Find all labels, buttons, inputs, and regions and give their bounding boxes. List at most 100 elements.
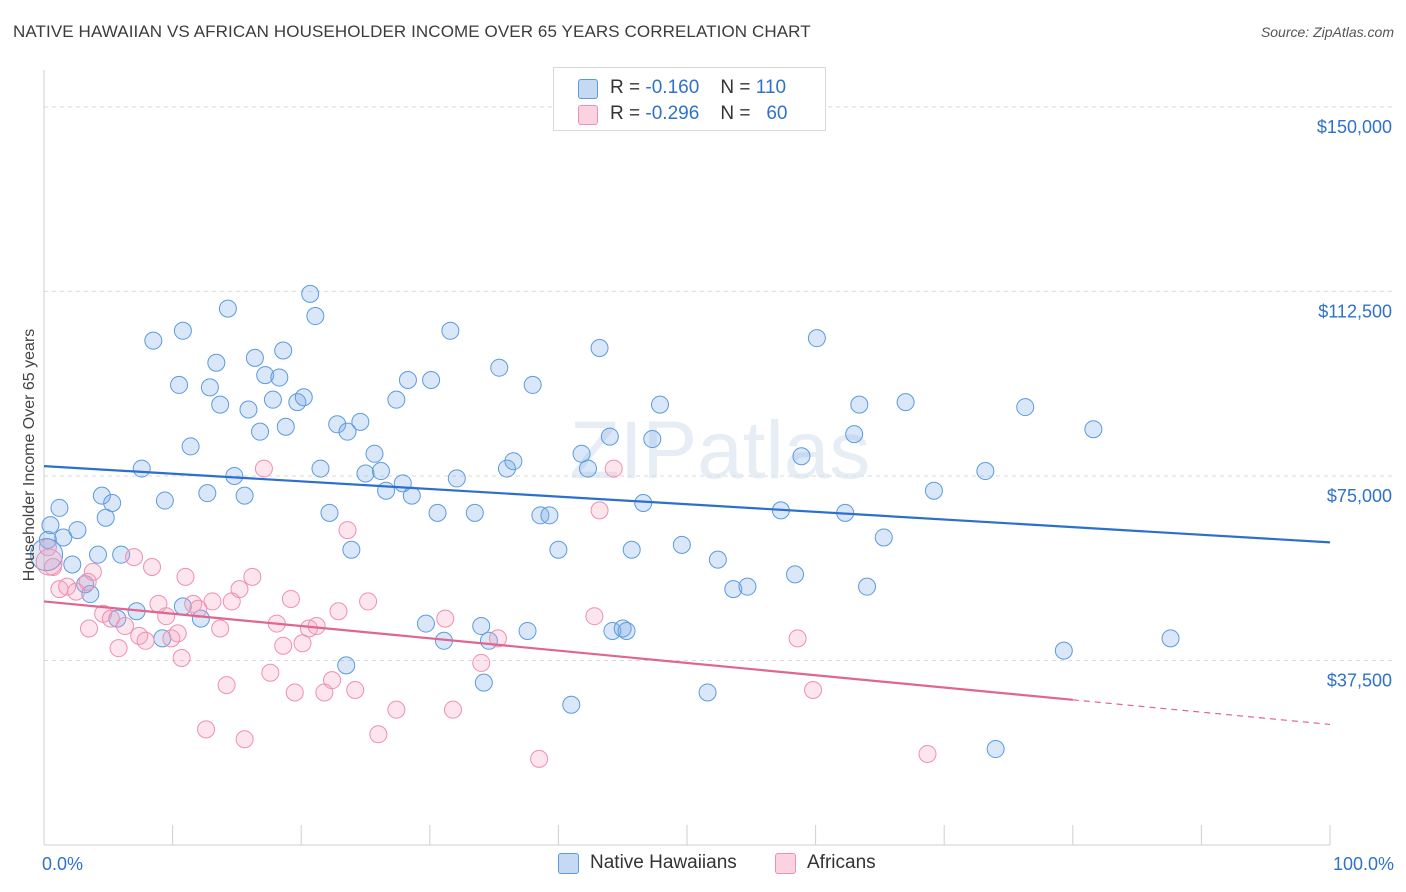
african-point [80, 619, 99, 638]
bottom-legend-label: Africans [807, 852, 876, 873]
african-point [197, 720, 216, 739]
native-hawaiian-point [68, 521, 87, 540]
african-point [143, 557, 162, 576]
native-hawaiian-point [497, 459, 516, 478]
native-hawaiian-point [251, 422, 270, 441]
x-tick-label-min: 0.0% [42, 854, 83, 874]
native-hawaiian-point [245, 348, 264, 367]
native-hawaiian-point [54, 528, 73, 547]
african-point [230, 580, 249, 599]
native-hawaiian-point [874, 528, 893, 547]
legend-n-value: 110 [755, 77, 787, 98]
native-hawaiian-point [549, 540, 568, 559]
native-hawaiian-point [600, 427, 619, 446]
watermark: ZIPatlas [570, 405, 871, 496]
african-point [116, 617, 135, 636]
native-hawaiian-point [643, 430, 662, 449]
native-hawaiian-point [103, 494, 122, 513]
correlation-legend: R = -0.160 N = 110 R = -0.296 N = 60 [553, 67, 826, 131]
african-trendline-extension [1072, 699, 1331, 726]
native-hawaiian-point [270, 368, 289, 387]
native-hawaiian-point [371, 462, 390, 481]
african-point [58, 577, 77, 596]
african-point [184, 594, 203, 613]
native-hawaiian-point [338, 422, 357, 441]
native-hawaiian-point [562, 695, 581, 714]
native-hawaiian-point [540, 506, 559, 525]
native-hawaiian-point [1161, 629, 1180, 648]
native-hawaiian-point [365, 444, 384, 463]
legend-r-label: R = [610, 77, 641, 98]
african-point [369, 725, 388, 744]
african-point [203, 592, 222, 611]
native-hawaiian-point [531, 506, 550, 525]
native-hawaiian-point [342, 540, 361, 559]
legend-r-value: -0.296 [645, 103, 700, 124]
native-hawaiian-point [63, 555, 82, 574]
native-hawaiian-point [622, 540, 641, 559]
legend-n-value: 60 [766, 103, 788, 124]
native-hawaiian-point [274, 341, 293, 360]
native-hawaiian-point [173, 321, 192, 340]
african-point [590, 501, 609, 520]
african-point [243, 567, 262, 586]
native-hawaiian-point [387, 390, 406, 409]
native-hawaiian-point [1084, 420, 1103, 439]
native-hawaiian-point [1016, 398, 1035, 417]
african-point [176, 567, 195, 586]
legend-n-label: N = [720, 103, 751, 124]
native-hawaiian-point [211, 395, 230, 414]
african-point [918, 744, 937, 763]
native-hawaiian-point [402, 486, 421, 505]
native-hawaiian-point [132, 459, 151, 478]
native-hawaiian-point [924, 481, 943, 500]
native-hawaiian-point [738, 577, 757, 596]
african-point [261, 663, 280, 682]
native-hawaiian-point [328, 415, 347, 434]
african-point [804, 681, 823, 699]
legend-n-label: N = [720, 77, 751, 98]
native-hawaiian-point [986, 740, 1005, 759]
african-point [443, 700, 462, 719]
native-hawaiian-point [724, 580, 743, 599]
bottom-legend-swatch-pink [775, 853, 796, 874]
native-hawaiian-point [218, 299, 237, 318]
native-hawaiian-point [578, 459, 597, 478]
native-hawaiian-point [30, 538, 64, 572]
native-hawaiian-point [311, 459, 330, 478]
native-hawaiian-point [294, 388, 313, 407]
native-hawaiian-point [518, 621, 537, 640]
african-point [604, 459, 623, 478]
native-hawaiian-point [490, 358, 509, 377]
african-point [67, 582, 86, 601]
y-tick-label: $150,000 [1317, 117, 1392, 137]
native-hawaiian-point [235, 486, 254, 505]
native-hawaiian-point [50, 498, 69, 517]
african-point [157, 607, 176, 626]
african-point [585, 607, 604, 626]
african-point [254, 459, 273, 478]
native-hawaiian-point [428, 503, 447, 522]
native-hawaiian-point [447, 469, 466, 488]
native-hawaiian-point [1054, 641, 1073, 660]
african-point [168, 624, 187, 643]
axis-layer [43, 70, 1331, 846]
native-hawaiian-point [92, 486, 111, 505]
legend-swatch-pink [578, 105, 598, 125]
african-point [472, 653, 491, 672]
african-point [83, 562, 102, 581]
african-point [281, 589, 300, 608]
native-hawaiian-point [441, 321, 460, 340]
african-point [217, 676, 236, 695]
y-axis-label: Householder Income Over 65 years [21, 328, 38, 582]
native-hawaiian-point [708, 550, 727, 569]
african-point [488, 629, 507, 648]
native-hawaiian-point [617, 621, 636, 640]
native-hawaiian-point [155, 491, 174, 510]
african-point [78, 572, 97, 591]
native-hawaiian-point [422, 371, 441, 389]
legend-r-label: R = [610, 103, 641, 124]
native-hawaiian-point [672, 535, 691, 554]
african-point [530, 749, 549, 768]
native-hawaiian-point [474, 673, 493, 692]
